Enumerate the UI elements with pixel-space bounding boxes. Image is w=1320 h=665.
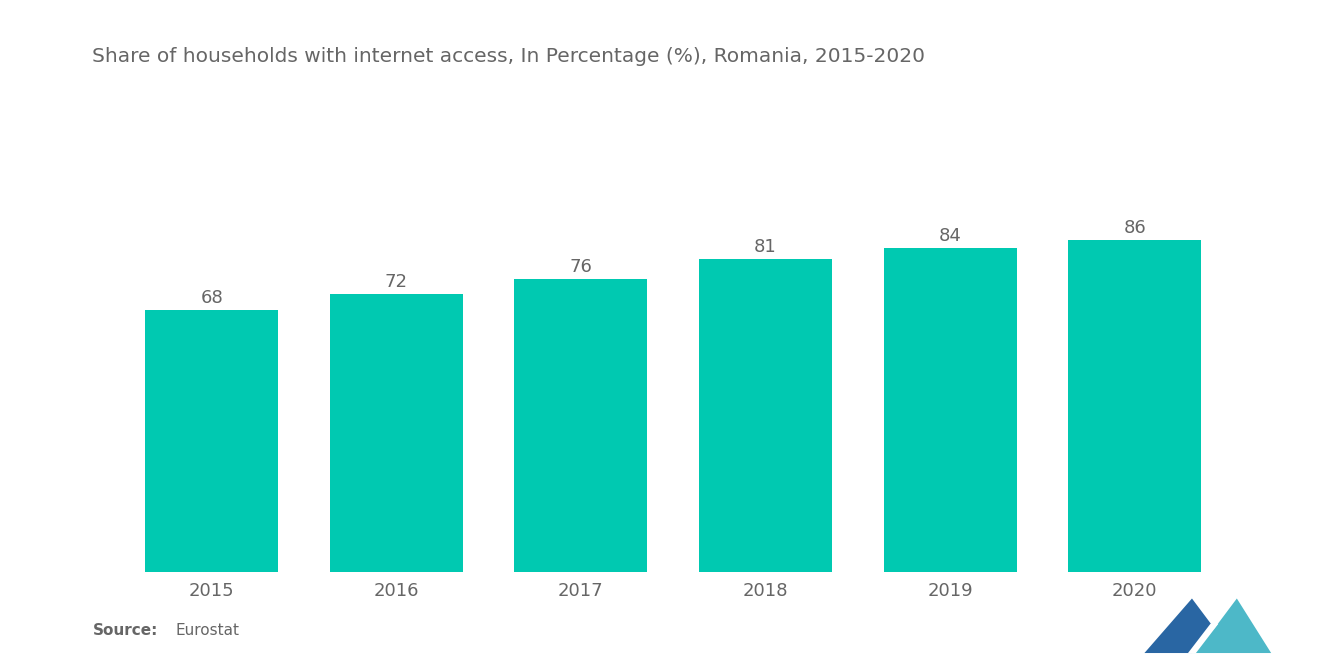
Text: 76: 76 — [569, 257, 593, 276]
Text: 84: 84 — [939, 227, 961, 245]
Text: 81: 81 — [754, 238, 777, 257]
Bar — [883, 248, 1016, 572]
Polygon shape — [1144, 598, 1214, 653]
Text: 72: 72 — [384, 273, 408, 291]
Text: Source:: Source: — [92, 623, 158, 638]
Text: Eurostat: Eurostat — [176, 623, 239, 638]
Bar — [700, 259, 832, 572]
Polygon shape — [1188, 624, 1218, 653]
Bar — [1068, 240, 1201, 572]
Polygon shape — [1192, 598, 1271, 653]
Bar — [515, 279, 647, 572]
Bar — [330, 294, 463, 572]
Text: Share of households with internet access, In Percentage (%), Romania, 2015-2020: Share of households with internet access… — [92, 47, 925, 66]
Text: 68: 68 — [201, 289, 223, 307]
Text: 86: 86 — [1123, 219, 1146, 237]
Bar — [145, 310, 279, 572]
